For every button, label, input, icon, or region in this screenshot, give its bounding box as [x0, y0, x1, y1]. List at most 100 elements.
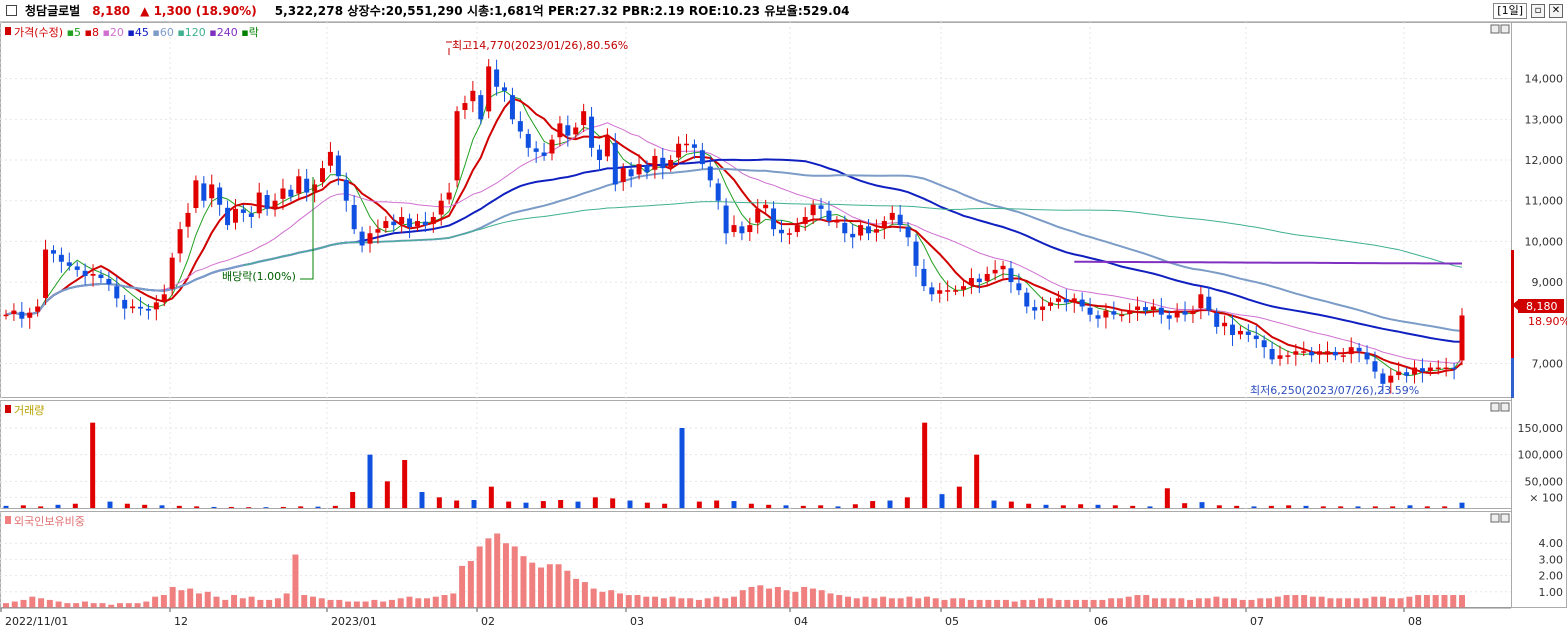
- candle-body: [826, 210, 832, 222]
- volume-bar: [696, 501, 702, 508]
- foreign-bar: [1283, 595, 1290, 608]
- candle-body: [1324, 351, 1330, 353]
- volume-bar: [991, 500, 997, 508]
- candle-body: [312, 184, 318, 192]
- legend-item-1: ▪5: [63, 26, 81, 39]
- volume-bar: [176, 505, 182, 508]
- legend-item-6: ▪120: [174, 26, 206, 39]
- foreign-bar: [678, 598, 685, 608]
- foreign-bar: [713, 596, 720, 608]
- foreign-bar: [845, 596, 852, 608]
- foreign-y-tick: 1.00: [1539, 586, 1564, 599]
- candle-body: [304, 178, 310, 193]
- volume-bar: [1355, 506, 1361, 508]
- candle-body: [217, 187, 223, 205]
- x-axis-label: 04: [794, 615, 808, 628]
- period-selector[interactable]: [1일]: [1493, 3, 1527, 19]
- candle-body: [1404, 372, 1410, 376]
- foreign-bar: [1432, 595, 1439, 608]
- candle-body: [699, 150, 705, 165]
- foreign-bar: [1353, 598, 1360, 608]
- foreign-bar: [1292, 595, 1299, 608]
- foreign-bar: [266, 599, 273, 608]
- foreign-bar: [643, 596, 650, 608]
- candle-body: [209, 184, 215, 199]
- volume-bar: [1043, 504, 1049, 508]
- foreign-bar: [538, 567, 545, 608]
- foreign-bar: [529, 562, 536, 608]
- volume-y-tick: 150,000: [1518, 422, 1564, 435]
- foreign-bar: [985, 599, 992, 608]
- candle-body: [604, 135, 610, 157]
- candle-body: [739, 226, 745, 234]
- volume-bar: [592, 497, 598, 508]
- last-pct-tag: 18.90%: [1528, 315, 1567, 328]
- candle-body: [1095, 315, 1101, 319]
- foreign-bar: [511, 546, 518, 608]
- price-y-tick: 13,000: [1525, 113, 1564, 126]
- candle-body: [1016, 283, 1022, 291]
- volume-bar: [1130, 505, 1136, 508]
- candle-body: [327, 151, 333, 166]
- candle-body: [715, 183, 721, 201]
- foreign-bar: [292, 554, 299, 608]
- foreign-bar: [134, 603, 141, 608]
- svg-text:가격(수정) ▪5 ▪8 ▪20 ▪45 ▪60 ▪120: 가격(수정) ▪5 ▪8 ▪20 ▪45 ▪60 ▪120 ▪240 ▪락: [14, 26, 259, 39]
- foreign-bar: [906, 596, 913, 608]
- volume-bar: [1078, 504, 1084, 508]
- foreign-bar: [573, 578, 580, 608]
- candle-body: [929, 287, 935, 295]
- volume-bar: [159, 505, 165, 508]
- candle-body: [873, 229, 879, 233]
- foreign-bar: [915, 598, 922, 608]
- stock-name: 청담글로벌: [25, 4, 81, 18]
- foreign-bar: [564, 570, 571, 608]
- volume-bar: [263, 507, 269, 508]
- foreign-bar: [81, 601, 88, 608]
- foreign-bar: [29, 596, 36, 608]
- candle-body: [138, 306, 144, 309]
- foreign-bar: [1002, 599, 1009, 608]
- x-axis-label: 05: [945, 615, 959, 628]
- foreign-bar: [809, 588, 816, 608]
- candle-body: [794, 225, 800, 233]
- candle-body: [486, 66, 492, 112]
- x-axis-label: 07: [1250, 615, 1264, 628]
- volume-bar: [1216, 505, 1222, 508]
- low-annotation: 최저6,250(2023/07/26),23.59%: [1250, 384, 1419, 397]
- volume-bar: [454, 500, 460, 508]
- volume-bar: [748, 503, 754, 508]
- volume-bar: [315, 506, 321, 508]
- foreign-bar: [871, 598, 878, 608]
- foreign-bar: [231, 595, 238, 608]
- x-axis-label: 2022/11/01: [5, 615, 68, 628]
- volume-bar: [436, 497, 442, 508]
- candle-body: [976, 278, 982, 283]
- price-y-tick: 7,000: [1532, 357, 1564, 370]
- candle-body: [1127, 310, 1133, 315]
- maximize-icon[interactable]: ▫: [1531, 4, 1545, 18]
- candle-body: [153, 302, 159, 310]
- foreign-bar: [1029, 599, 1036, 608]
- foreign-bar: [336, 599, 343, 608]
- foreign-bar: [1143, 595, 1150, 608]
- foreign-bar: [581, 582, 588, 608]
- candle-body: [612, 142, 618, 185]
- foreign-bar: [178, 590, 185, 608]
- stock-chart: 14,000 13,000 12,000 11,000 10,000 9,000 7,000…: [0, 22, 1567, 628]
- volume-bar: [1320, 506, 1326, 508]
- candle-body: [850, 233, 856, 238]
- candle-body: [1372, 361, 1378, 372]
- panel-controls[interactable]: [1490, 24, 1510, 523]
- candle-body: [98, 274, 104, 279]
- candle-body: [391, 221, 397, 226]
- candle-body: [1158, 307, 1164, 315]
- close-icon[interactable]: ✕: [1549, 4, 1563, 18]
- foreign-bar: [1459, 595, 1465, 608]
- select-checkbox[interactable]: [6, 5, 17, 16]
- foreign-bar: [204, 591, 211, 608]
- foreign-bar: [1388, 598, 1395, 608]
- foreign-bar: [950, 598, 957, 608]
- candle-body: [1443, 367, 1449, 370]
- legend-item-5: ▪60: [149, 26, 174, 39]
